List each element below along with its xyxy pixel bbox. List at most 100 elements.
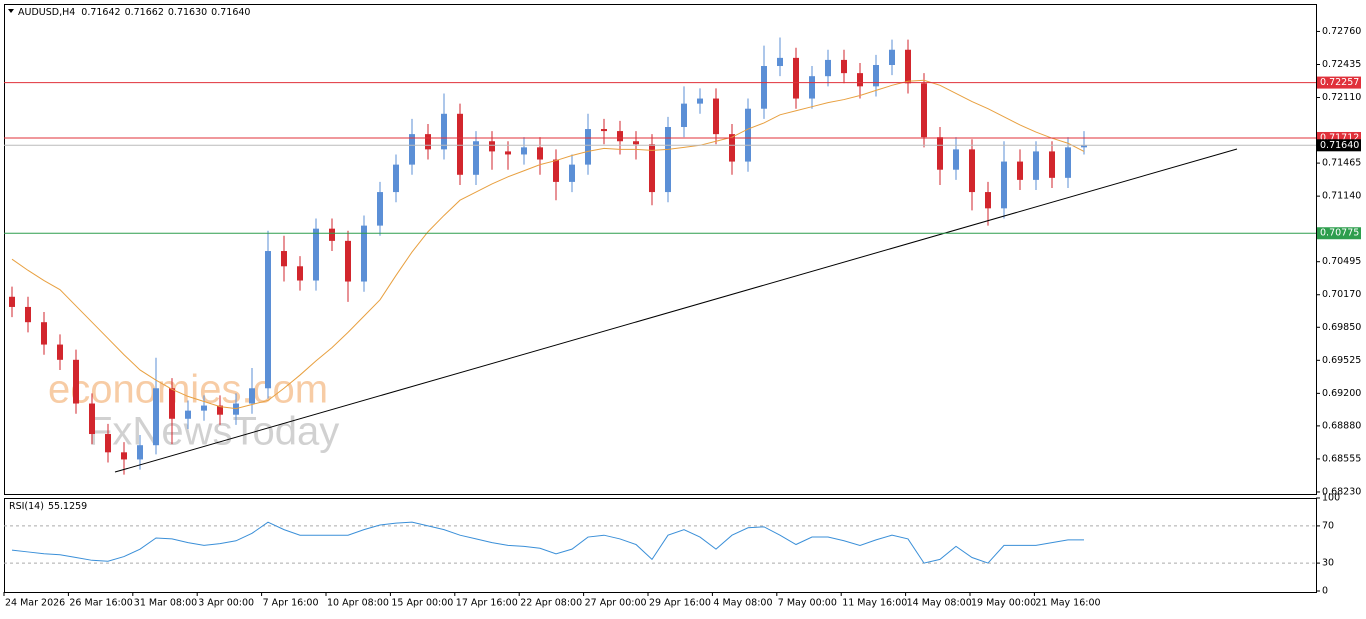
candle-body <box>201 405 207 411</box>
candle-body <box>169 388 175 419</box>
candle-body <box>361 225 367 282</box>
level-label-box <box>1317 139 1361 152</box>
y-tick-label: 0.71140 <box>1322 191 1361 202</box>
y-tick-label: 0.72435 <box>1322 59 1361 70</box>
x-tick-label: 24 Mar 2026 <box>5 598 65 609</box>
menu-arrow <box>8 9 14 13</box>
rsi-tick-label: 70 <box>1322 520 1334 531</box>
candle-body <box>441 113 447 150</box>
candle-body <box>473 141 479 175</box>
candle-body <box>617 131 623 142</box>
trendline <box>114 148 1238 473</box>
candle-body <box>1049 151 1055 178</box>
candle-body <box>1081 145 1087 148</box>
x-tick-label: 27 Apr 00:00 <box>585 598 647 609</box>
candle-body <box>297 266 303 281</box>
candle-body <box>1065 147 1071 178</box>
y-tick-label: 0.70495 <box>1322 256 1361 267</box>
candle-body <box>969 149 975 193</box>
rsi-panel <box>4 498 1317 593</box>
level-label: 0.71640 <box>1320 140 1359 151</box>
candle-body <box>329 228 335 241</box>
candle-body <box>153 388 159 446</box>
candle-body <box>377 192 383 226</box>
candle-body <box>905 49 911 84</box>
rsi-tick-label: 30 <box>1322 558 1334 569</box>
level-label: 0.71712 <box>1320 132 1359 143</box>
symbol: AUDUSD,H4 <box>18 7 75 18</box>
y-tick-label: 0.71465 <box>1322 158 1361 169</box>
candle-body <box>681 103 687 128</box>
y-tick-label: 0.72760 <box>1322 26 1361 37</box>
candle-body <box>185 410 191 419</box>
quote: 0.71630 <box>168 7 207 18</box>
main-panel <box>4 4 1317 495</box>
candle-body <box>457 113 463 175</box>
candle-body <box>137 445 143 460</box>
rsi-tick-label: 0 <box>1322 586 1328 597</box>
candle-body <box>937 137 943 170</box>
candle-body <box>633 141 639 145</box>
candle-body <box>537 147 543 160</box>
quote: 0.71662 <box>125 7 164 18</box>
candle-body <box>1017 161 1023 180</box>
candle-body <box>585 129 591 165</box>
candle-body <box>249 388 255 404</box>
rsi-name: RSI(14) <box>9 501 44 512</box>
x-tick-label: 3 Apr 00:00 <box>198 598 254 609</box>
candle-body <box>425 134 431 150</box>
candle-body <box>553 159 559 182</box>
candle-body <box>281 251 287 267</box>
candle-body <box>825 59 831 77</box>
candle-body <box>569 164 575 182</box>
x-tick-label: 29 Apr 16:00 <box>649 598 711 609</box>
candle-body <box>761 66 767 109</box>
candle-body <box>713 98 719 135</box>
candle-body <box>409 134 415 165</box>
candle-body <box>73 359 79 404</box>
candle-body <box>265 251 271 389</box>
candle-body <box>809 76 815 99</box>
candle-body <box>601 129 607 132</box>
rsi-title: RSI(14) 55.1259 <box>9 501 87 512</box>
candle-body <box>521 147 527 155</box>
level-label-box <box>1317 76 1361 89</box>
candle-body <box>649 144 655 193</box>
candle-body <box>665 127 671 193</box>
candle-body <box>953 149 959 170</box>
candle-body <box>873 64 879 87</box>
x-tick-label: 22 Apr 08:00 <box>520 598 582 609</box>
candle-body <box>217 405 223 415</box>
candle-body <box>105 434 111 453</box>
candle-body <box>841 59 847 74</box>
y-tick-label: 0.69850 <box>1322 322 1361 333</box>
candle-body <box>25 306 31 323</box>
candle-body <box>233 403 239 415</box>
candle-body <box>729 134 735 162</box>
x-tick-label: 7 May 00:00 <box>778 598 837 609</box>
candle-body <box>9 296 15 307</box>
x-tick-label: 21 May 16:00 <box>1035 598 1100 609</box>
x-tick-label: 17 Apr 16:00 <box>456 598 518 609</box>
level-label-box <box>1317 227 1361 240</box>
candle-body <box>793 57 799 99</box>
x-tick-label: 19 May 00:00 <box>971 598 1036 609</box>
watermark: FxNewsToday <box>88 410 339 454</box>
candle-body <box>985 192 991 209</box>
candle-body <box>857 73 863 87</box>
y-tick-label: 0.68880 <box>1322 420 1361 431</box>
level-label: 0.72257 <box>1320 77 1359 88</box>
y-tick-label: 0.68555 <box>1322 453 1361 464</box>
candle-body <box>1033 151 1039 180</box>
rsi-tick-label: 100 <box>1322 493 1340 504</box>
x-tick-label: 7 Apr 16:00 <box>263 598 319 609</box>
candle-body <box>745 108 751 162</box>
quote: 0.71640 <box>211 7 250 18</box>
y-tick-label: 0.69200 <box>1322 388 1361 399</box>
candle-body <box>697 98 703 104</box>
x-tick-label: 15 Apr 00:00 <box>391 598 453 609</box>
candle-body <box>921 83 927 138</box>
rsi-line <box>11 521 1084 564</box>
quote: 0.71642 <box>81 7 120 18</box>
